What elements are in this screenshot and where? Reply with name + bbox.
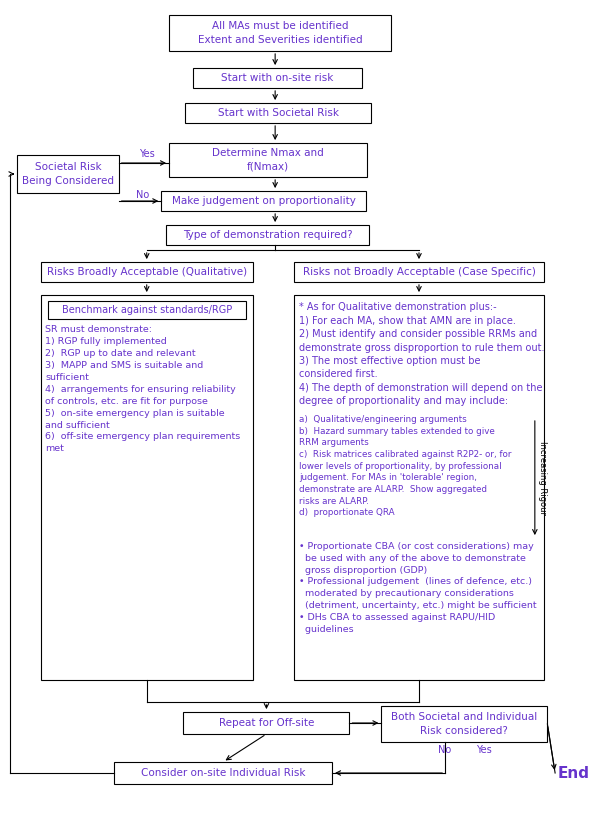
Text: Determine Nmax and
f(Nmax): Determine Nmax and f(Nmax) — [212, 149, 324, 172]
Bar — [114, 762, 332, 784]
Bar — [41, 262, 253, 282]
Text: * As for Qualitative demonstration plus:-: * As for Qualitative demonstration plus:… — [299, 302, 497, 312]
Text: • Proportionate CBA (or cost considerations) may
  be used with any of the above: • Proportionate CBA (or cost considerati… — [299, 542, 537, 634]
Bar — [184, 712, 349, 734]
Bar — [161, 191, 366, 211]
Text: Make judgement on proportionality: Make judgement on proportionality — [172, 196, 355, 206]
Text: a)  Qualitative/engineering arguments
b)  Hazard summary tables extended to give: a) Qualitative/engineering arguments b) … — [299, 415, 512, 517]
Text: Both Societal and Individual
Risk considered?: Both Societal and Individual Risk consid… — [391, 712, 538, 736]
Bar — [382, 706, 547, 742]
Text: Repeat for Off-site: Repeat for Off-site — [219, 718, 314, 728]
Bar — [185, 103, 371, 123]
Text: Benchmark against standards/RGP: Benchmark against standards/RGP — [62, 305, 232, 315]
Text: Start with on-site risk: Start with on-site risk — [221, 73, 334, 83]
Text: SR must demonstrate:
1) RGP fully implemented
2)  RGP up to date and relevant
3): SR must demonstrate: 1) RGP fully implem… — [46, 325, 241, 453]
Text: End: End — [558, 766, 590, 781]
Text: Societal Risk
Being Considered: Societal Risk Being Considered — [22, 162, 114, 185]
Bar — [295, 295, 544, 680]
Text: All MAs must be identified
Extent and Severities identified: All MAs must be identified Extent and Se… — [197, 22, 362, 44]
Bar — [48, 301, 246, 319]
Text: Type of demonstration required?: Type of demonstration required? — [182, 230, 352, 240]
Text: Risks not Broadly Acceptable (Case Specific): Risks not Broadly Acceptable (Case Speci… — [302, 267, 535, 277]
Bar — [166, 225, 369, 245]
Text: No: No — [136, 190, 149, 200]
Bar — [169, 143, 367, 177]
Bar — [295, 262, 544, 282]
Text: Yes: Yes — [139, 149, 155, 159]
Text: No: No — [439, 745, 452, 755]
Text: Consider on-site Individual Risk: Consider on-site Individual Risk — [141, 768, 305, 778]
Bar — [193, 68, 362, 88]
Text: Risks Broadly Acceptable (Qualitative): Risks Broadly Acceptable (Qualitative) — [47, 267, 247, 277]
Text: Start with Societal Risk: Start with Societal Risk — [218, 108, 338, 118]
Text: Yes: Yes — [476, 745, 491, 755]
Bar — [17, 155, 119, 193]
Text: 1) For each MA, show that AMN are in place.
2) Must identify and consider possib: 1) For each MA, show that AMN are in pla… — [299, 316, 545, 406]
Bar — [169, 15, 391, 51]
Text: Increasing Rigour: Increasing Rigour — [538, 441, 547, 515]
Bar — [41, 295, 253, 680]
